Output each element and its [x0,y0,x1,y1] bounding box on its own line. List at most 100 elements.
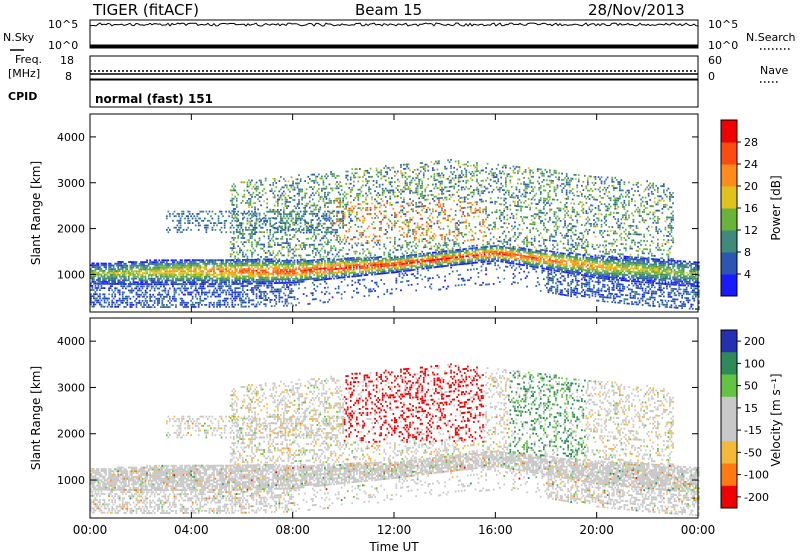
power-cell [149,306,151,308]
power-cell [159,293,162,296]
power-cell [269,233,272,236]
power-cell [308,229,311,231]
power-cell [287,302,290,305]
power-cell [108,275,110,278]
power-cell [286,215,288,218]
power-cell [328,266,331,269]
power-cell [363,229,366,232]
power-cell [327,239,329,241]
power-cell [366,270,369,273]
power-cell [295,281,297,284]
power-cell [305,225,308,228]
power-cell [321,247,323,250]
power-cell [368,266,370,269]
power-cell [398,258,401,260]
power-cell [371,217,373,219]
power-cell [422,168,425,170]
power-cell [316,181,319,184]
power-cell [349,259,352,261]
power-cell [97,280,100,283]
power-cell [287,201,290,203]
power-cell [199,210,202,213]
power-cell [278,298,281,301]
power-cell [289,201,291,203]
power-cell [421,193,424,195]
power-cell [260,247,262,250]
power-cell [307,260,310,262]
power-cell [302,260,305,263]
power-cell [372,256,375,259]
power-cell [357,242,360,245]
power-cell [324,261,326,264]
power-cell [179,302,182,304]
power-cell [346,178,349,181]
power-cell [120,301,123,304]
power-cell [422,234,425,236]
power-cell [330,212,332,215]
power-cell [278,250,281,253]
power-cell [339,276,341,279]
power-cell [132,264,135,267]
power-cell [348,263,351,265]
power-cell [252,268,255,270]
power-cell [242,281,244,283]
power-cell [97,301,100,304]
power-cell [281,269,284,271]
power-cell [201,261,203,263]
power-cell [251,219,253,222]
power-cell [316,262,319,265]
power-cell [365,286,367,289]
power-cell [93,301,95,304]
power-cell [211,261,214,263]
power-cell [334,229,337,231]
power-cell [214,229,217,231]
power-cell [242,305,244,308]
power-cell [339,203,341,206]
power-cell [125,277,127,280]
power-cell [235,213,238,215]
power-cell [284,259,287,262]
power-cell [418,172,420,175]
power-cell [398,269,401,271]
power-cell [184,293,186,296]
power-cell [406,221,408,224]
power-cell [264,269,267,272]
power-cell [240,285,243,287]
power-cell [211,226,214,229]
power-cell [415,253,417,256]
power-cell [331,187,334,190]
power-cell [115,277,118,280]
power-cell [211,291,214,294]
power-cell [158,266,161,269]
power-cell [413,261,416,264]
power-cell [131,266,133,269]
power-cell [389,191,392,194]
power-cell [412,258,414,260]
power-cell [429,261,431,264]
power-cell [205,277,208,280]
power-cell [182,299,185,302]
power-cell [158,272,161,275]
power-cell [295,244,297,247]
power-cell [240,262,243,265]
power-cell [324,249,326,252]
power-cell [248,305,250,308]
power-cell [252,273,255,276]
power-cell [112,268,115,271]
power-cell [333,215,335,218]
power-cell [137,275,139,278]
power-cell [394,241,396,243]
power-cell [239,247,241,250]
power-cell [304,213,306,215]
power-cell [258,267,261,270]
power-cell [415,236,417,239]
power-cell [409,256,411,259]
power-cell [389,270,392,272]
power-cell [99,295,101,298]
power-cell [159,270,162,273]
power-cell [263,299,265,301]
power-cell [307,254,310,257]
power-cell [359,258,361,261]
power-cell [251,216,253,219]
